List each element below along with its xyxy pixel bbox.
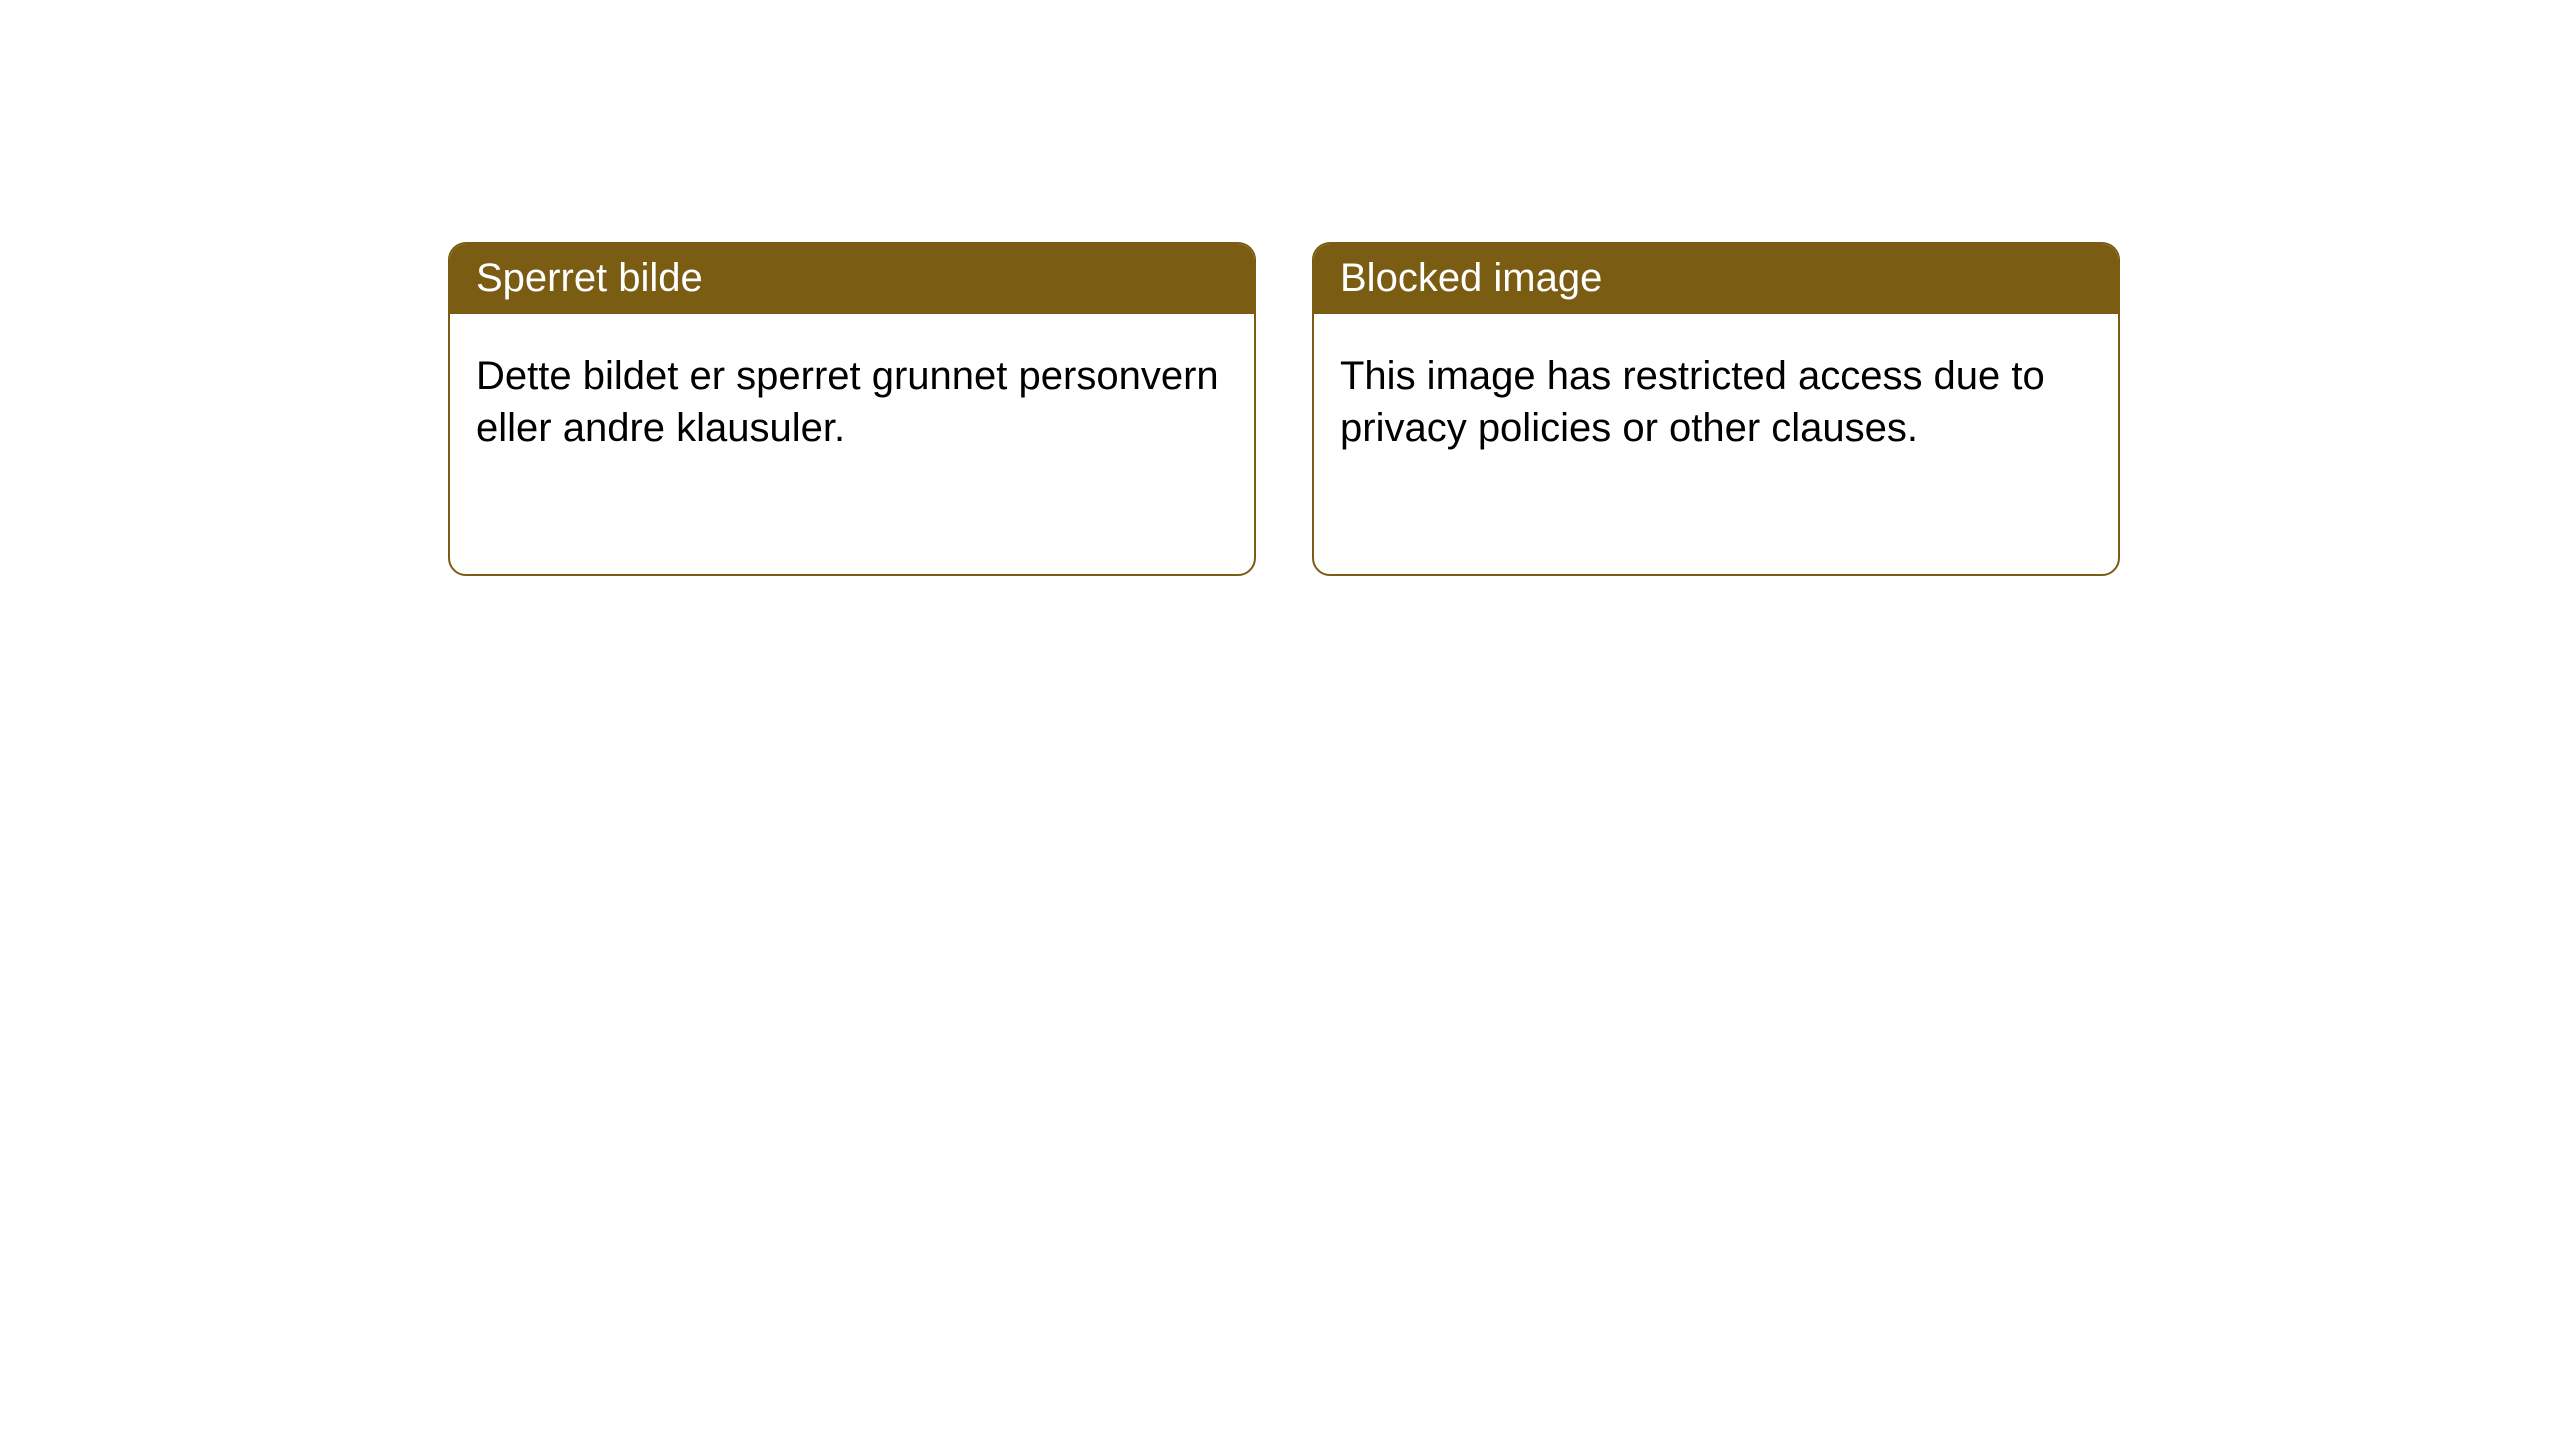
card-title: Sperret bilde [450, 244, 1254, 314]
card-body-text: Dette bildet er sperret grunnet personve… [450, 314, 1254, 480]
blocked-image-card-no: Sperret bilde Dette bildet er sperret gr… [448, 242, 1256, 576]
card-title: Blocked image [1314, 244, 2118, 314]
blocked-image-card-en: Blocked image This image has restricted … [1312, 242, 2120, 576]
card-body-text: This image has restricted access due to … [1314, 314, 2118, 480]
notice-cards-row: Sperret bilde Dette bildet er sperret gr… [0, 0, 2560, 576]
